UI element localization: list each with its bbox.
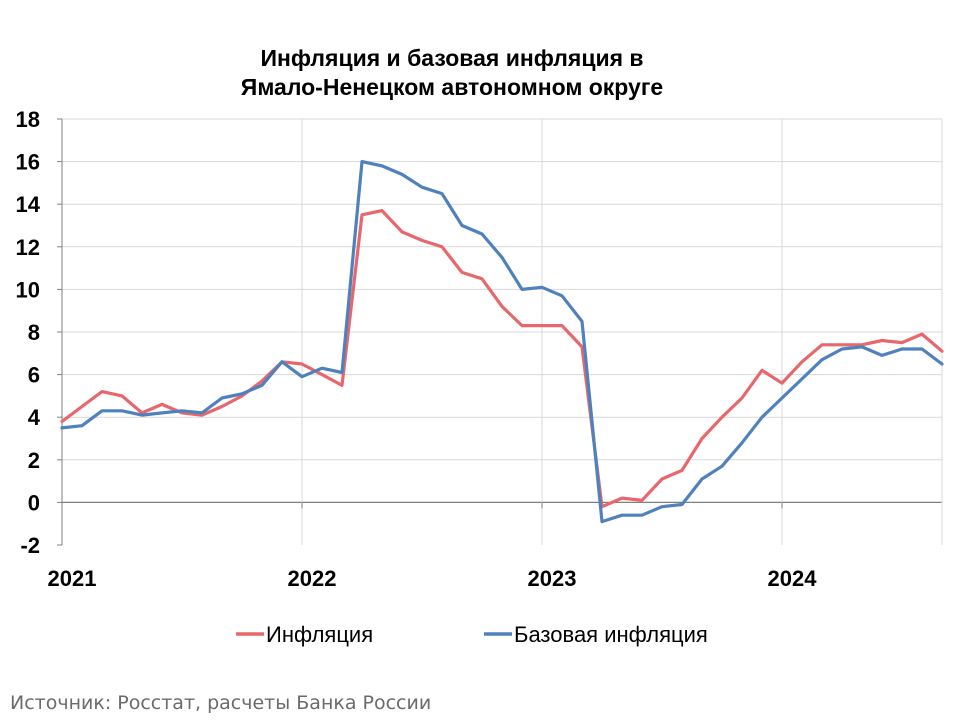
chart-title-line-1: Инфляция и базовая инфляция в: [260, 45, 644, 71]
y-tick-label: 10: [16, 277, 40, 302]
y-tick-label: 14: [16, 192, 41, 217]
series-lines: [60, 160, 944, 524]
y-tick-label: 12: [16, 235, 40, 260]
y-tick-label: 0: [28, 490, 40, 515]
x-axis-labels: 2021 2022 2023 2024: [48, 566, 818, 591]
series-line-1: [60, 209, 944, 509]
x-axis-label: 2023: [528, 566, 577, 591]
chart-title: Инфляция и базовая инфляция в Ямало-Нене…: [0, 44, 904, 102]
source-note: Источник: Росстат, расчеты Банка России: [10, 692, 432, 714]
legend-label-1: Инфляция: [266, 622, 373, 647]
x-axis-label: 2021: [48, 566, 97, 591]
series-line-2: [60, 160, 944, 524]
y-tick-label: 18: [16, 107, 40, 132]
y-tick-label: 16: [16, 150, 40, 175]
y-tick-label: -2: [20, 533, 40, 558]
y-axis-tick-labels: -2 0 2 4 6 8 10 12 14 16 18: [16, 107, 41, 558]
x-axis-label: 2022: [288, 566, 337, 591]
axes: [57, 118, 783, 546]
grid-lines: [62, 118, 943, 545]
chart-title-line-2: Ямало-Ненецком автономном округе: [240, 74, 664, 100]
legend: Инфляция Базовая инфляция: [236, 622, 708, 647]
y-tick-label: 8: [28, 320, 40, 345]
y-tick-label: 4: [28, 405, 41, 430]
legend-label-2: Базовая инфляция: [514, 622, 708, 647]
x-axis-label: 2024: [768, 566, 818, 591]
y-tick-label: 6: [28, 363, 40, 388]
y-tick-label: 2: [28, 448, 40, 473]
